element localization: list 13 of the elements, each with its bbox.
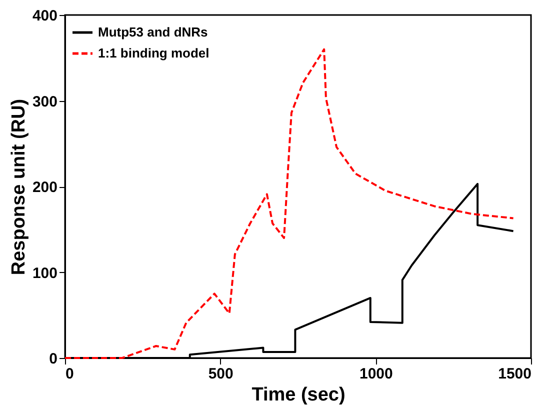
y-axis-title: Response unit (RU) — [8, 98, 30, 276]
x-tick-label: 0 — [66, 366, 74, 382]
x-tick-label: 1500 — [498, 366, 532, 382]
legend-label: 1:1 binding model — [98, 46, 210, 60]
y-tick-label: 200 — [32, 179, 58, 196]
x-tick-label: 1000 — [359, 366, 393, 382]
legend-label: Mutp53 and dNRs — [98, 24, 208, 40]
x-tick-label: 500 — [208, 366, 234, 382]
y-tick-label: 400 — [32, 8, 58, 24]
y-tick-label: 100 — [32, 264, 58, 282]
x-axis-title: Time (sec) — [252, 384, 346, 406]
y-tick-label: 300 — [32, 93, 58, 110]
y-tick-label: 0 — [49, 350, 58, 368]
